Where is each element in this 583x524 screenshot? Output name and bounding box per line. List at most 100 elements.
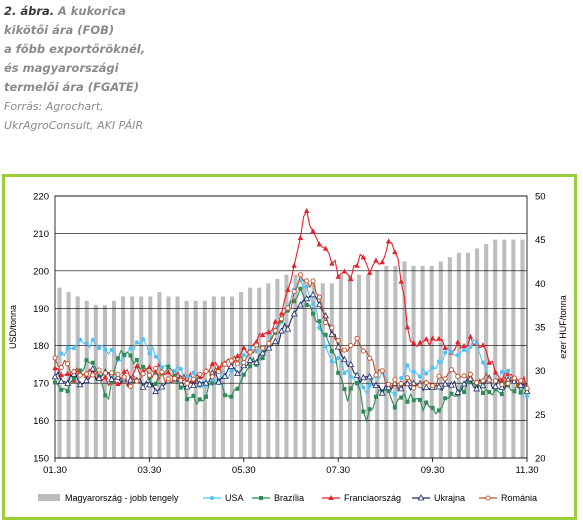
series-line-usa: [54, 279, 528, 397]
data-point-brazlia: [90, 360, 95, 365]
series-line-romnia: [54, 273, 528, 391]
data-point-brazlia: [222, 393, 227, 398]
data-point-ukrajna: [284, 325, 292, 332]
bar-magyarorszag: [357, 274, 362, 458]
bar-magyarorszag: [239, 292, 244, 458]
data-point-ukrajna: [95, 374, 103, 382]
data-point-ukrajna: [454, 388, 462, 395]
data-point-ukrajna: [303, 294, 311, 302]
data-point-franciaorszg: [341, 268, 348, 274]
legend-marker: [328, 495, 334, 500]
data-point-romnia: [115, 371, 121, 377]
y2-tick-label: 30: [535, 366, 546, 377]
data-point-usa: [191, 370, 196, 375]
data-point-usa: [455, 353, 460, 358]
data-point-franciaorszg: [429, 335, 436, 341]
legend-marker: [259, 496, 263, 500]
y2-tick-label: 25: [535, 410, 546, 421]
data-point-franciaorszg: [285, 286, 291, 292]
data-point-usa: [405, 363, 410, 368]
y2-tick-label: 50: [535, 192, 546, 203]
data-point-ukrajna: [76, 380, 84, 388]
legend-label: Brazília: [274, 493, 304, 503]
data-point-romnia: [65, 361, 71, 367]
series-line-brazlia: [54, 287, 528, 424]
legend-label: Ukrajna: [434, 493, 465, 503]
data-point-brazlia: [355, 380, 360, 385]
bar-magyarorszag: [420, 265, 425, 458]
bar-magyarorszag: [475, 248, 480, 458]
data-point-romnia: [172, 375, 178, 382]
data-point-brazlia: [204, 394, 209, 399]
data-point-romnia: [492, 378, 499, 384]
data-point-franciaorszg: [348, 276, 354, 282]
data-point-romnia: [341, 347, 348, 353]
data-point-ukrajna: [309, 290, 317, 298]
data-point-franciaorszg: [115, 381, 121, 387]
data-point-brazlia: [499, 392, 504, 397]
data-point-romnia: [518, 378, 524, 384]
data-point-franciaorszg: [322, 245, 329, 251]
data-point-romnia: [109, 370, 115, 376]
bar-magyarorszag: [384, 265, 389, 458]
data-point-brazlia: [71, 376, 76, 381]
data-point-romnia: [455, 373, 461, 379]
data-point-brazlia: [443, 396, 448, 401]
data-point-romnia: [423, 380, 429, 386]
legend-label: Magyarország - jobb tengely: [65, 493, 179, 503]
data-point-romnia: [260, 345, 266, 351]
data-point-ukrajna: [353, 371, 361, 378]
data-point-usa: [474, 341, 479, 346]
data-point-ukrajna: [473, 385, 481, 392]
data-point-usa: [172, 369, 177, 374]
data-point-franciaorszg: [423, 336, 430, 342]
data-point-usa: [449, 349, 454, 354]
data-point-ukrajna: [83, 376, 90, 384]
data-point-franciaorszg: [373, 257, 379, 263]
data-point-franciaorszg: [234, 353, 241, 359]
data-point-ukrajna: [341, 355, 348, 363]
bar-magyarorszag: [393, 265, 398, 458]
data-point-brazlia: [248, 364, 253, 369]
bar-magyarorszag: [184, 300, 189, 458]
data-point-romnia: [127, 383, 134, 389]
data-point-romnia: [499, 382, 505, 388]
figure-title-line: kikötői ára (FOB): [4, 23, 115, 37]
y2-tick-label: 35: [535, 323, 546, 334]
data-point-romnia: [524, 385, 530, 391]
data-point-ukrajna: [378, 389, 386, 396]
data-point-ukrajna: [422, 383, 430, 390]
data-point-ukrajna: [51, 373, 59, 380]
data-point-franciaorszg: [310, 228, 316, 234]
figure-title-line: a főbb exportőröknél,: [4, 42, 146, 56]
data-point-brazlia: [311, 311, 316, 316]
x-tick-label: 01.30: [43, 465, 67, 476]
data-point-romnia: [285, 305, 291, 311]
legend-marker: [417, 494, 425, 501]
data-point-usa: [424, 371, 429, 376]
data-point-brazlia: [418, 397, 423, 402]
data-point-ukrajna: [492, 382, 499, 389]
data-point-brazlia: [53, 380, 57, 385]
bar-magyarorszag: [502, 239, 507, 458]
data-point-brazlia: [84, 358, 89, 363]
data-point-romnia: [467, 371, 473, 377]
data-point-romnia: [272, 328, 278, 334]
data-point-romnia: [253, 342, 259, 348]
data-point-romnia: [398, 380, 404, 387]
data-point-usa: [480, 360, 485, 365]
data-point-usa: [336, 355, 341, 360]
data-point-usa: [90, 337, 95, 342]
data-point-brazlia: [468, 380, 473, 385]
data-point-usa: [65, 345, 70, 350]
data-point-romnia: [216, 369, 222, 375]
data-point-brazlia: [115, 356, 120, 361]
data-point-franciaorszg: [291, 262, 297, 268]
data-point-ukrajna: [215, 378, 222, 385]
data-point-brazlia: [122, 352, 127, 357]
data-point-franciaorszg: [278, 310, 285, 316]
data-point-usa: [436, 359, 441, 364]
data-point-usa: [342, 370, 347, 375]
data-point-romnia: [140, 371, 146, 377]
